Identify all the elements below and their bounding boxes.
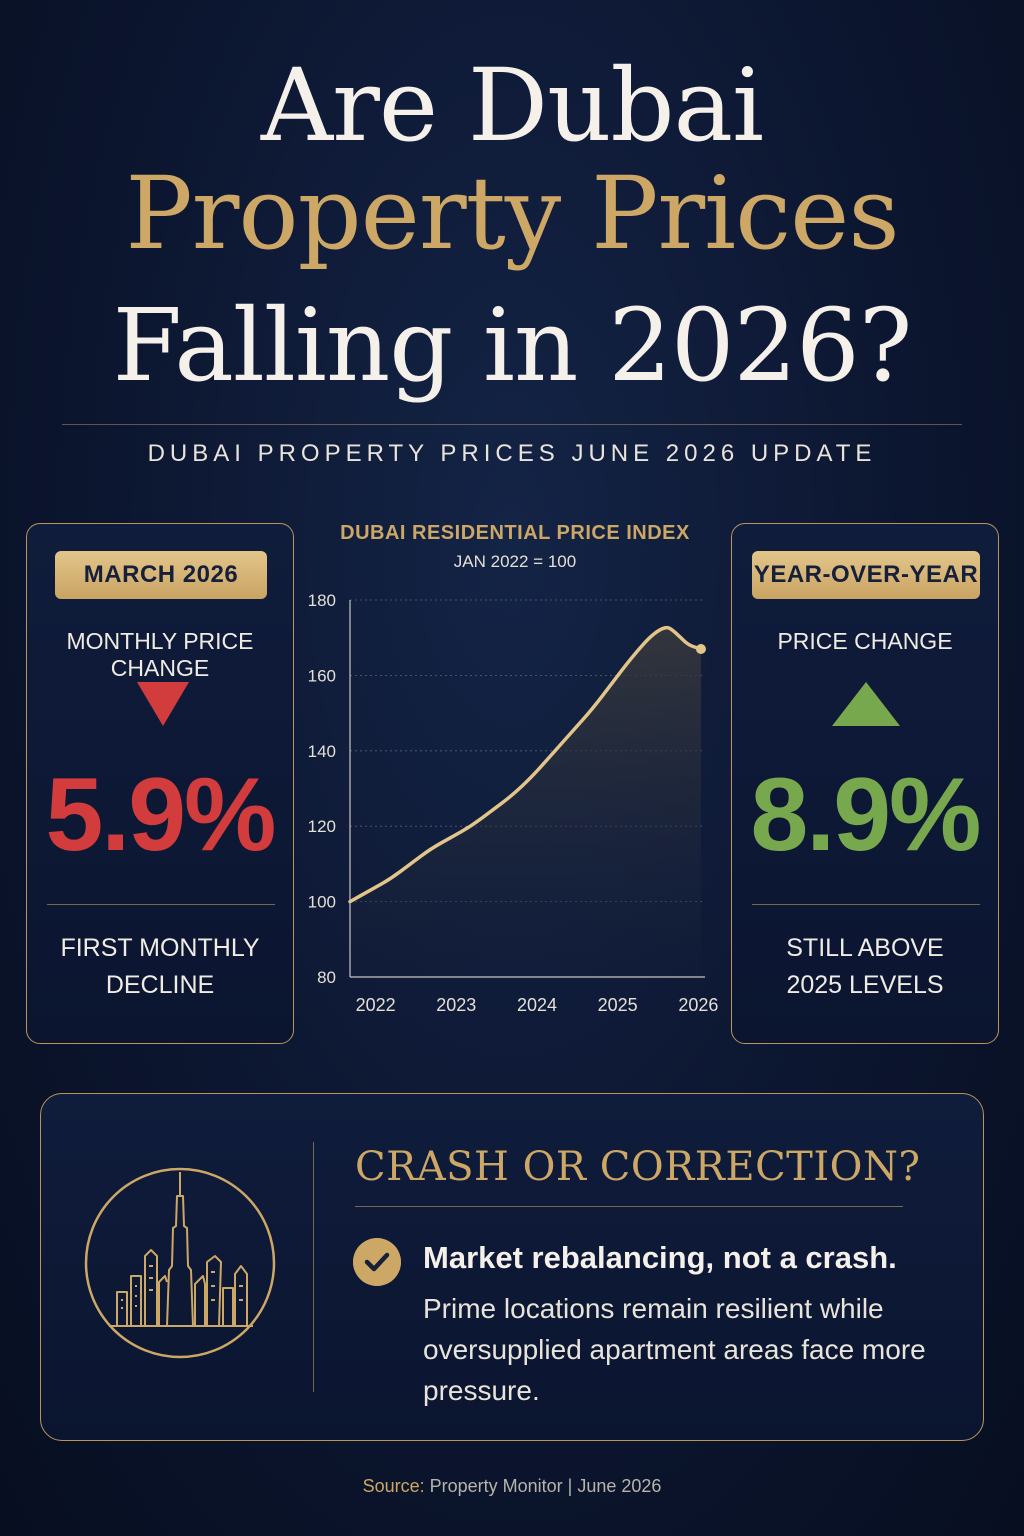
index-area [350, 627, 701, 977]
checkmark-icon [353, 1238, 401, 1286]
chart-title: DUBAI RESIDENTIAL PRICE INDEX [340, 522, 690, 544]
bottom-divider [313, 1142, 314, 1392]
monthly-foot: FIRST MONTHLY DECLINE [27, 930, 293, 1004]
index-line [348, 625, 703, 904]
y-tick-label-160: 160 [308, 666, 336, 685]
source-line: Source: Property Monitor | June 2026 [0, 1476, 1024, 1497]
yoy-change-card: YEAR-OVER-YEAR PRICE CHANGE 8.9% STILL A… [731, 523, 999, 1044]
source-label: Source: [362, 1476, 425, 1496]
title-line-3: Falling in 2026? [112, 287, 913, 404]
yoy-foot-line-1: STILL ABOVE [786, 934, 944, 962]
x-tick-label-2022: 2022 [356, 995, 396, 1015]
x-tick-label-2026: 2026 [678, 995, 718, 1015]
x-tick-label-2023: 2023 [436, 995, 476, 1015]
yoy-divider [752, 904, 980, 905]
title-divider [62, 424, 962, 425]
crash-or-correction-card: CRASH OR CORRECTION? Market rebalancing,… [40, 1093, 984, 1441]
chart-subtitle: JAN 2022 = 100 [453, 552, 577, 571]
title-line-2: Property Prices [125, 155, 899, 272]
price-index-chart: 80 100 120 140 160 180 2022 2023 2024 2025 2026 [308, 591, 719, 1015]
source-text: Property Monitor | June 2026 [429, 1476, 662, 1496]
point-body: Prime locations remain resilient while o… [423, 1293, 926, 1406]
y-tick-label-140: 140 [308, 742, 336, 761]
y-axis-ticks: 80 100 120 140 160 180 [308, 591, 336, 987]
monthly-label: MONTHLY PRICE CHANGE [66, 628, 254, 681]
point-heading: Market rebalancing, not a crash. [423, 1240, 897, 1275]
page-subtitle: DUBAI PROPERTY PRICES JUNE 2026 UPDATE [147, 440, 877, 467]
y-tick-label-180: 180 [308, 591, 336, 610]
crash-title-divider [355, 1206, 903, 1207]
monthly-foot-line-1: FIRST MONTHLY [60, 934, 260, 962]
yoy-badge: YEAR-OVER-YEAR [752, 551, 980, 599]
index-end-point [695, 644, 706, 655]
dubai-skyline-icon [84, 1167, 276, 1359]
yoy-foot-line-2: 2025 LEVELS [786, 971, 944, 999]
monthly-foot-line-2: DECLINE [105, 971, 215, 999]
yoy-foot: STILL ABOVE 2025 LEVELS [732, 930, 998, 1004]
y-tick-label-100: 100 [308, 893, 336, 912]
down-arrow-icon [137, 682, 189, 726]
yoy-label: PRICE CHANGE [777, 628, 953, 654]
monthly-divider [47, 904, 275, 905]
monthly-change-card: MARCH 2026 MONTHLY PRICE CHANGE 5.9% FIR… [26, 523, 294, 1044]
title-line-1: Are Dubai [260, 47, 764, 164]
yoy-value: 8.9% [750, 757, 981, 873]
x-axis-ticks: 2022 2023 2024 2025 2026 [356, 995, 719, 1015]
monthly-badge: MARCH 2026 [55, 551, 267, 599]
y-tick-label-80: 80 [317, 968, 336, 987]
x-tick-label-2025: 2025 [598, 995, 638, 1015]
y-tick-label-120: 120 [308, 817, 336, 836]
monthly-value: 5.9% [45, 757, 276, 873]
crash-title: CRASH OR CORRECTION? [355, 1144, 921, 1190]
x-tick-label-2024: 2024 [517, 995, 557, 1015]
up-arrow-icon [832, 682, 900, 726]
